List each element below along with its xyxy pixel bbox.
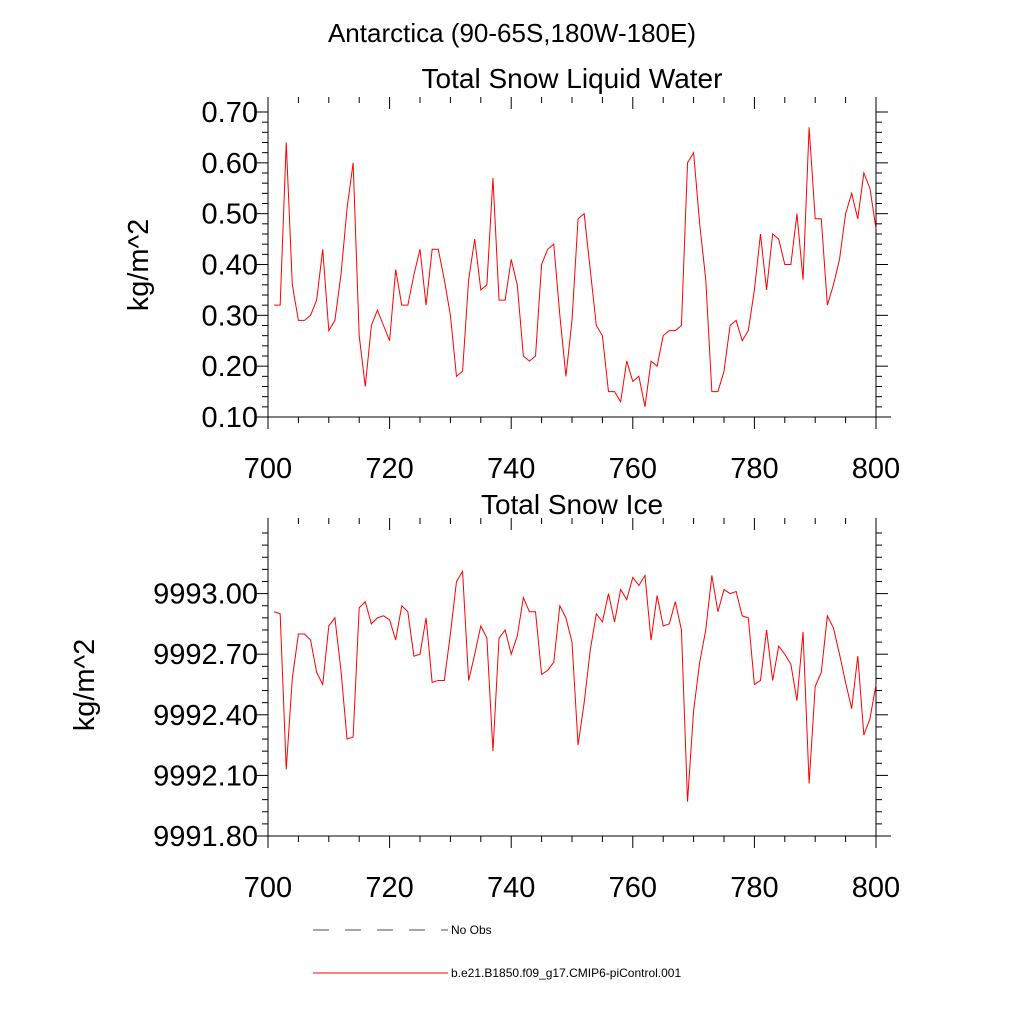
x-tick-label-snow-ice: 720: [365, 872, 413, 904]
x-tick-label-liquid-water: 740: [487, 453, 535, 485]
y-tick-label-snow-ice: 9992.10: [153, 760, 258, 792]
plot-area-liquid-water: [268, 97, 891, 417]
y-tick-label-snow-ice: 9992.70: [153, 639, 258, 671]
y-tick-label-liquid-water: 0.30: [202, 300, 258, 332]
legend-label-model: b.e21.B1850.f09_g17.CMIP6-piControl.001: [451, 966, 681, 980]
x-tick-label-liquid-water: 800: [852, 453, 900, 485]
series-line-liquid-water: [274, 127, 877, 407]
y-tick-label-liquid-water: 0.60: [202, 148, 258, 180]
panel-liquid-water: Total Snow Liquid Water kg/m^2 700 720 740…: [123, 63, 900, 485]
y-tick-label-snow-ice: 9991.80: [153, 821, 258, 853]
y-tick-label-liquid-water: 0.20: [202, 351, 258, 383]
y-tick-label-snow-ice: 9993.00: [153, 579, 258, 611]
y-tick-label-liquid-water: 0.10: [202, 402, 258, 434]
panel-title-snow-ice: Total Snow Ice: [481, 489, 663, 520]
figure-suptitle: Antarctica (90-65S,180W-180E): [328, 18, 696, 48]
x-tick-label-snow-ice: 740: [487, 872, 535, 904]
panel-title-liquid-water: Total Snow Liquid Water: [422, 63, 723, 94]
x-tick-label-snow-ice: 780: [730, 872, 778, 904]
y-axis-label-liquid-water: kg/m^2: [123, 219, 155, 312]
series-line-snow-ice: [273, 569, 877, 802]
y-axis-label-snow-ice: kg/m^2: [69, 639, 101, 732]
y-tick-label-liquid-water: 0.50: [202, 199, 258, 231]
y-tick-label-liquid-water: 0.40: [202, 250, 258, 282]
y-tick-label-snow-ice: 9992.40: [153, 700, 258, 732]
x-tick-label-liquid-water: 700: [244, 453, 292, 485]
x-tick-label-snow-ice: 700: [244, 872, 292, 904]
x-tick-label-snow-ice: 800: [852, 872, 900, 904]
plot-area-snow-ice: [268, 518, 891, 836]
x-tick-label-liquid-water: 760: [609, 453, 657, 485]
x-tick-label-liquid-water: 780: [730, 453, 778, 485]
panel-snow-ice: Total Snow Ice kg/m^2 700 720 740 760 780 800…: [69, 489, 900, 904]
x-tick-label-snow-ice: 760: [609, 872, 657, 904]
y-tick-label-liquid-water: 0.70: [202, 97, 258, 129]
x-tick-label-liquid-water: 720: [365, 453, 413, 485]
legend-label-no-obs: No Obs: [451, 923, 492, 937]
legend: No Obs b.e21.B1850.f09_g17.CMIP6-piContr…: [313, 923, 681, 980]
